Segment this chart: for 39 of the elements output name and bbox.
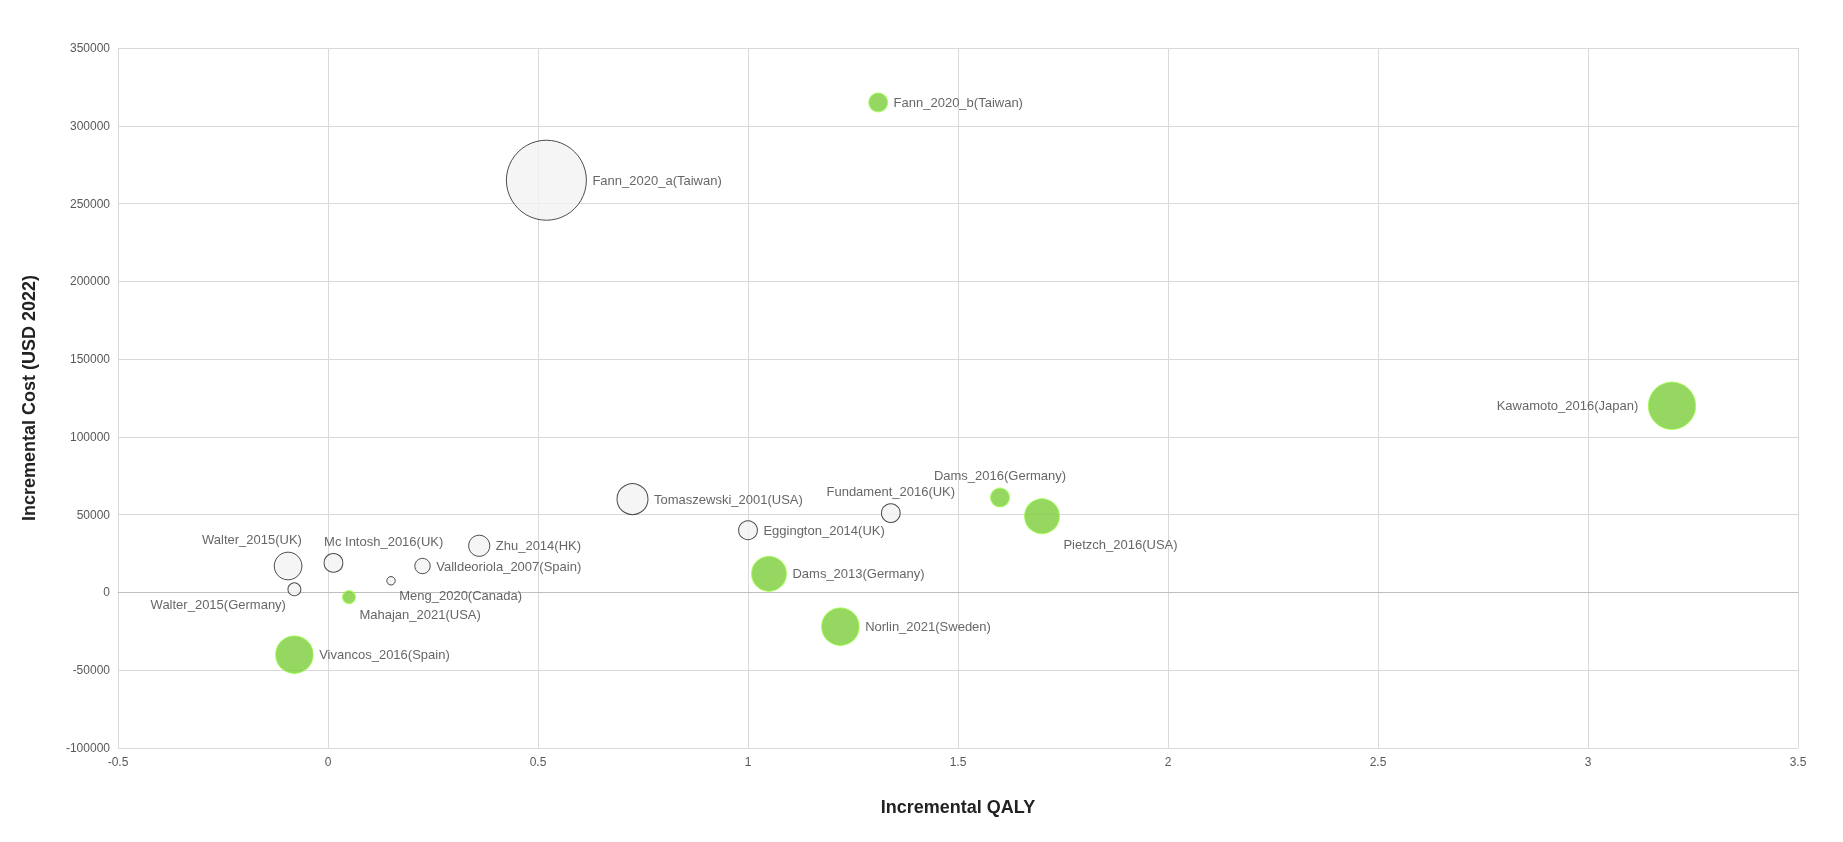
x-tick-label: 1.5 — [949, 755, 967, 769]
x-tick-label: -0.5 — [107, 755, 129, 769]
annotation: Kawamoto_2016(Japan) — [1496, 398, 1639, 414]
y-tick-label: 350000 — [69, 41, 111, 55]
y-tick-label: 0 — [103, 585, 111, 600]
annotation: Meng_2020(Canada) — [399, 587, 523, 603]
y-tick-label: 200000 — [69, 274, 111, 289]
y-tick-label: -100000 — [65, 741, 111, 755]
annotation: Pietzch_2016(USA) — [1063, 536, 1178, 552]
y-tick-label: 50000 — [76, 507, 111, 522]
x-tick-label: 2 — [1164, 755, 1172, 769]
annotation: Zhu_2014(HK) — [495, 538, 582, 554]
y-tick-label: -50000 — [72, 663, 111, 678]
annotation: Vivancos_2016(Spain) — [319, 647, 450, 663]
annotation: Dams_2013(Germany) — [792, 566, 925, 582]
annotation: Walter_2015(UK) — [202, 532, 302, 548]
annotation: Tomaszewski_2001(USA) — [653, 491, 803, 507]
y-axis-title: Incremental Cost (USD 2022) — [19, 274, 39, 522]
x-tick-label: 3.5 — [1789, 755, 1807, 769]
y-tick-label: 100000 — [69, 429, 111, 444]
x-tick-label: 3 — [1584, 755, 1592, 769]
annotation: Valldeoriola_2007(Spain) — [436, 558, 582, 574]
annotation: Mc Intosh_2016(UK) — [324, 533, 444, 549]
annotation: Dams_2016(Germany) — [933, 468, 1067, 484]
x-tick-label: 0 — [324, 755, 332, 769]
annotation: Fann_2020_a(Taiwan) — [592, 172, 722, 188]
x-tick-label: 0.5 — [529, 755, 547, 769]
annotation: Fann_2020_b(Taiwan) — [893, 94, 1023, 110]
annotation: Mahajan_2021(USA) — [359, 606, 481, 622]
annotation: Fundament_2016(UK) — [826, 483, 956, 499]
y-tick-label: 250000 — [69, 196, 111, 211]
annotation: Norlin_2021(Sweden) — [865, 619, 991, 635]
annotation: Walter_2015(Germany) — [150, 596, 286, 612]
x-tick-label: 2.5 — [1369, 755, 1387, 769]
x-tick-label: 1 — [744, 755, 752, 769]
y-tick-label: 150000 — [69, 352, 111, 367]
annotation: Eggington_2014(UK) — [763, 522, 885, 538]
x-axis-title: Incremental QALY — [880, 797, 1036, 817]
y-tick-label: 300000 — [69, 118, 111, 133]
